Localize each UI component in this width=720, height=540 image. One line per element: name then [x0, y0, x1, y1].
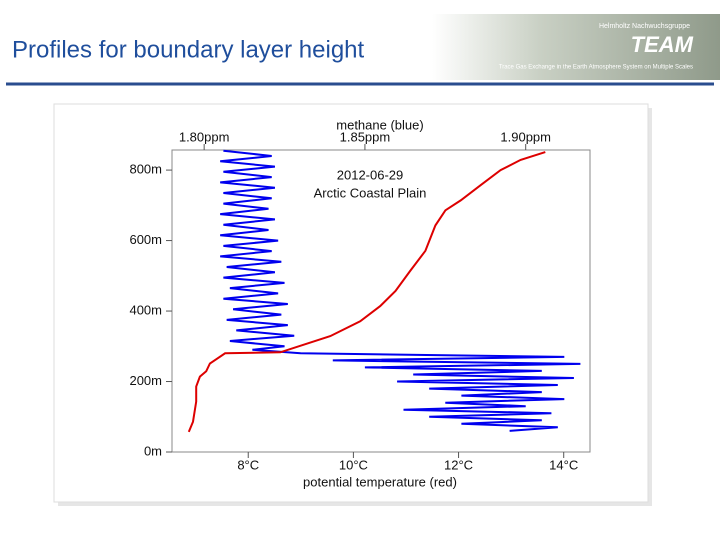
x2-tick-label: 1.85ppm — [340, 129, 391, 144]
header-band — [0, 14, 720, 80]
y-tick-label: 800m — [129, 162, 162, 177]
x-label: potential temperature (red) — [303, 474, 457, 489]
x-tick-label: 8°C — [237, 457, 259, 472]
x-tick-label: 10°C — [339, 457, 368, 472]
slide-title: Profiles for boundary layer height — [12, 36, 365, 63]
annotation: Arctic Coastal Plain — [314, 185, 427, 200]
panel — [53, 103, 649, 503]
y-tick-label: 600m — [129, 232, 162, 247]
x-tick-label: 14°C — [549, 457, 578, 472]
plot-frame — [171, 149, 591, 453]
x-tick-label: 12°C — [444, 457, 473, 472]
profile-line — [220, 149, 581, 432]
annotation: 2012-06-29 — [337, 167, 404, 182]
x2-tick-label: 1.90ppm — [500, 129, 551, 144]
logo-tagline: Trace Gas Exchange in the Earth Atmosphe… — [499, 65, 693, 71]
logo-name: TEAM — [631, 32, 694, 57]
logo-org: Helmholtz Nachwuchsgruppe — [599, 23, 690, 30]
profile-line — [187, 151, 546, 433]
y-tick-label: 200m — [129, 373, 162, 388]
x2-tick-label: 1.80ppm — [179, 129, 230, 144]
x2-label: methane (blue) — [336, 117, 423, 132]
y-tick-label: 400m — [129, 302, 162, 317]
y-tick-label: 0m — [144, 443, 162, 458]
